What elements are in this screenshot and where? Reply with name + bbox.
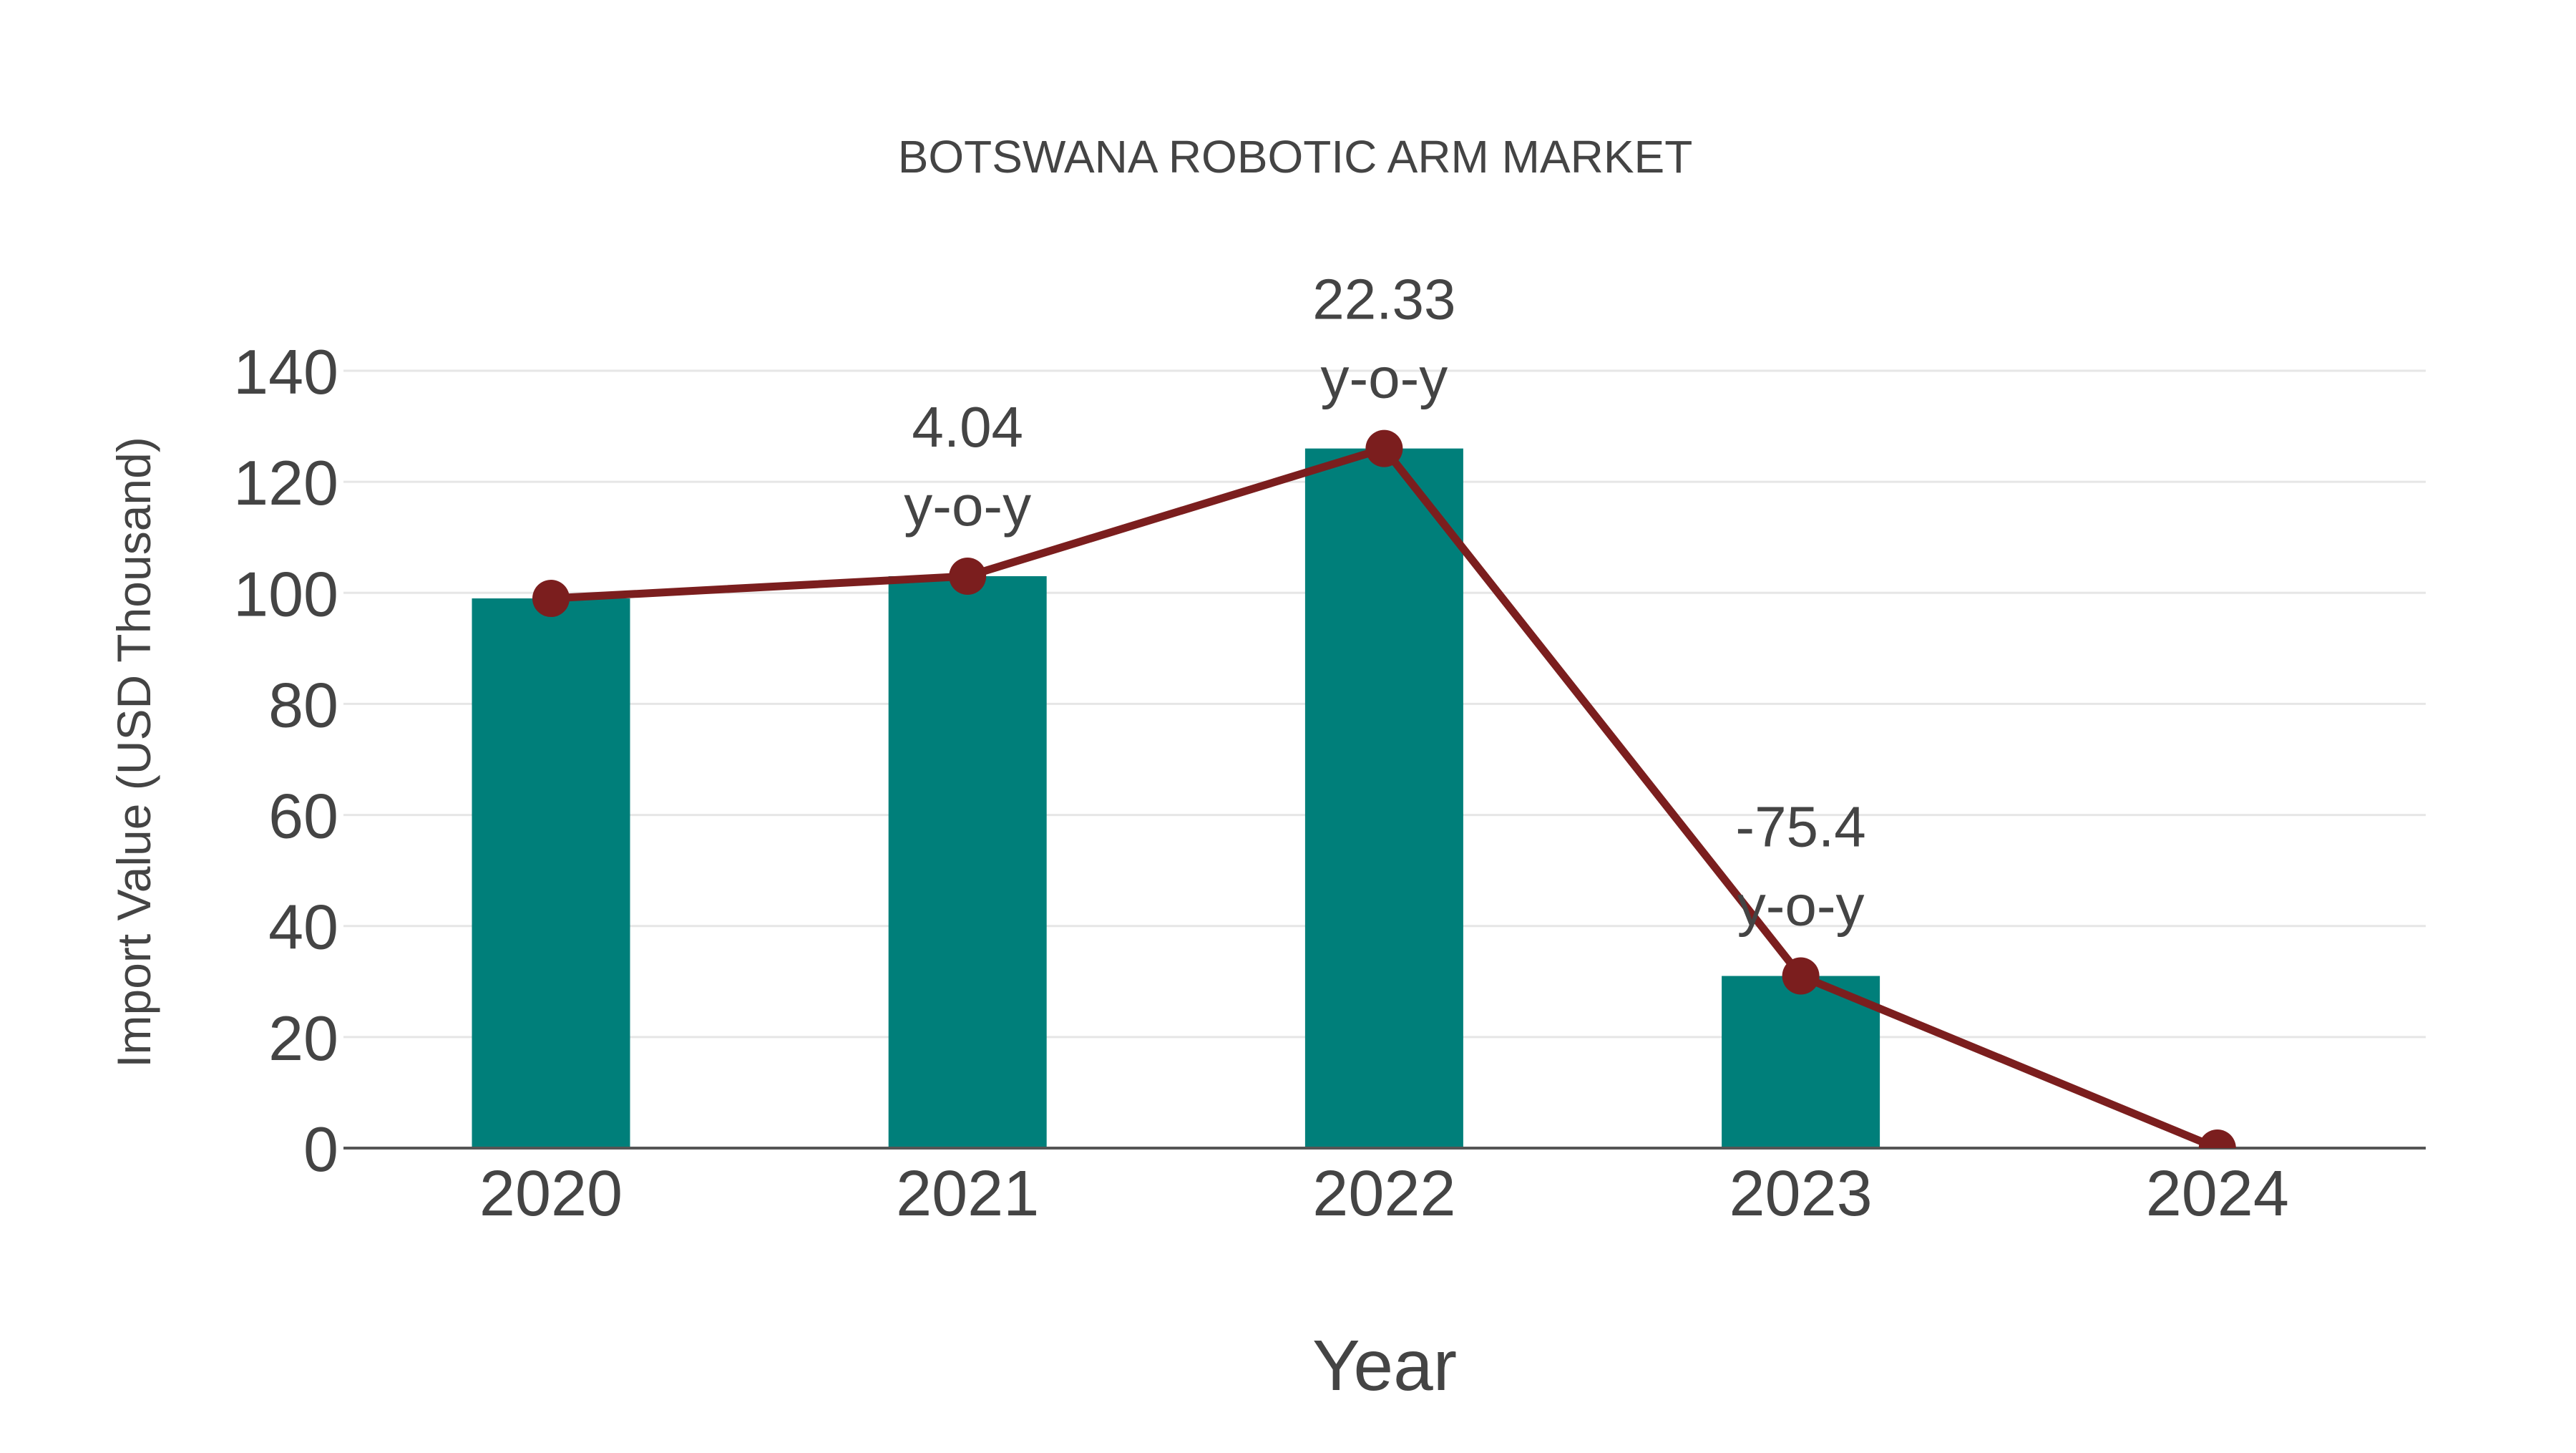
y-tick-label: 140 (233, 336, 338, 407)
x-tick-label: 2024 (2146, 1158, 2289, 1230)
bar-2021[interactable] (888, 576, 1047, 1148)
yoy-annotations: 4.04 y-o-y 22.33 y-o-y -75.4 y-o-y (904, 268, 1865, 938)
yoy-suffix: y-o-y (1321, 346, 1448, 410)
trend-marker-2021[interactable] (949, 558, 987, 596)
yoy-value: 4.04 (912, 395, 1023, 459)
y-tick-label: 20 (268, 1003, 338, 1074)
chart-title: BOTSWANA ROBOTIC ARM MARKET (898, 131, 1693, 183)
yoy-annotation-2021: 4.04 y-o-y (904, 395, 1031, 538)
x-tick-label: 2020 (479, 1158, 623, 1230)
bar-2022[interactable] (1304, 448, 1463, 1148)
yoy-suffix: y-o-y (904, 474, 1031, 538)
bar-2020[interactable] (472, 598, 630, 1148)
y-axis-ticks: 0 20 40 60 80 100 120 140 (233, 336, 338, 1185)
yoy-annotation-2022: 22.33 y-o-y (1312, 268, 1455, 410)
y-axis-title: Import Value (USD Thousand) (107, 437, 160, 1068)
line-series (532, 429, 2236, 1167)
x-tick-label: 2022 (1312, 1158, 1455, 1230)
x-axis-title: Year (1312, 1326, 1457, 1406)
trend-marker-2020[interactable] (532, 580, 570, 618)
yoy-value: -75.4 (1735, 795, 1865, 859)
x-tick-label: 2021 (896, 1158, 1039, 1230)
x-axis-ticks: 2020 2021 2022 2023 2024 (479, 1158, 2289, 1230)
y-tick-label: 40 (268, 892, 338, 963)
yoy-value: 22.33 (1312, 268, 1455, 331)
y-tick-label: 100 (233, 558, 338, 629)
bar-2023[interactable] (1722, 976, 1880, 1148)
x-tick-label: 2023 (1729, 1158, 1872, 1230)
yoy-suffix: y-o-y (1737, 874, 1865, 938)
trend-marker-2024[interactable] (2198, 1129, 2236, 1167)
y-tick-label: 80 (268, 669, 338, 740)
yoy-annotation-2023: -75.4 y-o-y (1735, 795, 1865, 938)
bar-series (472, 448, 1880, 1148)
trend-marker-2023[interactable] (1782, 957, 1820, 995)
y-tick-label: 0 (303, 1114, 338, 1185)
trend-marker-2022[interactable] (1365, 429, 1403, 467)
y-tick-label: 120 (233, 447, 338, 518)
y-tick-label: 60 (268, 781, 338, 852)
